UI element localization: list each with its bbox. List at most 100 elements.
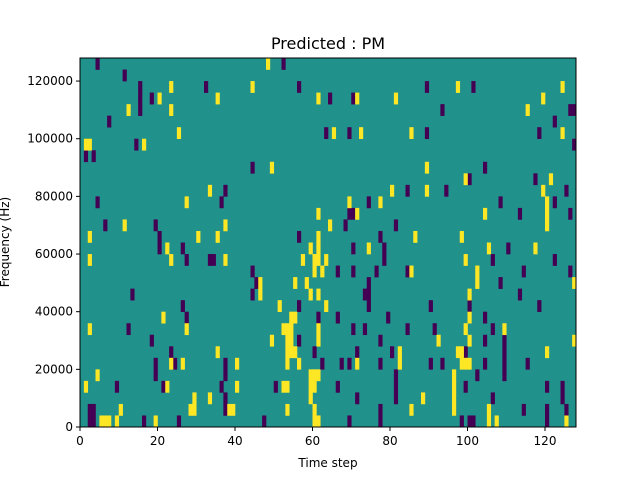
heatmap-cell-low: [219, 380, 224, 393]
heatmap-cell-high: [184, 196, 189, 209]
x-tick-label: 80: [382, 434, 397, 448]
heatmap-cell-high: [277, 300, 282, 312]
heatmap-cell-low: [153, 219, 158, 232]
heatmap-cell-high: [347, 196, 352, 209]
heatmap-cell-high: [83, 138, 89, 151]
heatmap-cell-low: [378, 415, 383, 428]
heatmap-cell-low: [382, 254, 387, 266]
heatmap-cell-low: [297, 230, 302, 243]
heatmap-cell-high: [308, 242, 313, 255]
heatmap-cell-low: [219, 196, 224, 209]
heatmap-cell-high: [188, 403, 193, 416]
heatmap-cell-high: [215, 346, 220, 359]
heatmap-cell-high: [467, 288, 472, 301]
heatmap-cell-low: [223, 369, 228, 382]
heatmap-cell-low: [568, 265, 573, 278]
heatmap-cell-high: [304, 277, 309, 289]
heatmap-cell-low: [312, 346, 317, 359]
heatmap-cell-high: [235, 380, 240, 393]
heatmap-cell-low: [475, 369, 480, 382]
heatmap-cell-high: [316, 288, 321, 301]
heatmap-cell-low: [347, 127, 352, 140]
heatmap-cell-low: [366, 277, 371, 289]
heatmap-cell-low: [281, 58, 286, 70]
heatmap-cell-high: [308, 369, 313, 382]
heatmap-cell-low: [297, 81, 302, 93]
heatmap-cell-high: [525, 104, 530, 116]
heatmap-cell-high: [180, 357, 185, 370]
heatmap-cell-high: [165, 242, 170, 255]
heatmap-cell-low: [502, 346, 507, 359]
heatmap-cell-low: [142, 415, 147, 428]
heatmap-cell-low: [157, 230, 162, 243]
heatmap-cell-high: [176, 127, 182, 140]
y-axis-ticks: 0 20000 40000 60000 80000 100000 120000: [27, 74, 80, 434]
heatmap-cell-high: [463, 254, 468, 266]
heatmap-cell-low: [386, 311, 391, 324]
x-tick-label: 20: [150, 434, 165, 448]
heatmap-cell-low: [211, 254, 216, 266]
heatmap-cell-high: [424, 184, 430, 197]
heatmap-cell-low: [552, 196, 557, 209]
heatmap-cell-high: [196, 230, 201, 243]
heatmap-cell-low: [204, 81, 209, 93]
heatmap-cell-high: [207, 392, 213, 405]
heatmap-cell-low: [537, 127, 542, 140]
chart-title: Predicted : PM: [271, 34, 385, 53]
heatmap-cell-low: [393, 380, 399, 393]
heatmap-cell-high: [324, 300, 329, 312]
heatmap-cell-low: [463, 380, 468, 393]
heatmap-cell-low: [378, 230, 383, 243]
y-tick-label: 100000: [27, 132, 73, 146]
heatmap-cell-high: [459, 357, 464, 370]
heatmap-cell-low: [351, 265, 356, 278]
heatmap-cell-high: [258, 277, 263, 289]
heatmap-cell-low: [335, 265, 340, 278]
heatmap-cell-high: [269, 334, 275, 347]
heatmap-cell-low: [114, 380, 120, 393]
heatmap-cell-low: [490, 392, 495, 405]
heatmap-cell-high: [421, 392, 426, 405]
heatmap-cell-low: [378, 357, 383, 370]
heatmap-cell-low: [297, 334, 302, 347]
heatmap-cell-low: [362, 323, 368, 336]
heatmap-cell-low: [564, 184, 569, 197]
heatmap-cell-low: [440, 357, 445, 370]
heatmap-cell-low: [138, 81, 143, 93]
heatmap-cell-low: [405, 265, 410, 278]
heatmap-cell-low: [91, 150, 96, 163]
heatmap-cell-high: [308, 288, 313, 301]
heatmap-cell-high: [413, 230, 418, 243]
heatmap-cell-high: [266, 58, 271, 70]
heatmap-cell-low: [564, 403, 569, 416]
heatmap-cell-low: [347, 415, 352, 428]
heatmap-cell-low: [328, 92, 333, 105]
heatmap-cell-low: [91, 403, 96, 416]
heatmap-cell-low: [153, 357, 158, 370]
heatmap-cell-low: [471, 81, 476, 93]
heatmap-cell-low: [103, 219, 108, 232]
heatmap-cell-low: [180, 300, 185, 312]
heatmap-cell-low: [467, 415, 472, 428]
heatmap-cell-high: [281, 380, 286, 393]
heatmap-cell-low: [560, 392, 565, 405]
heatmap-cell-low: [107, 115, 112, 128]
heatmap-cell-high: [452, 392, 457, 405]
heatmap-cell-high: [169, 357, 174, 370]
x-tick-label: 100: [456, 434, 479, 448]
heatmap-cell-low: [459, 415, 464, 428]
heatmap-cell-low: [428, 300, 433, 312]
heatmap-cell-low: [390, 346, 395, 359]
x-tick-label: 60: [305, 434, 320, 448]
y-tick-label: 40000: [35, 305, 73, 319]
heatmap-cell-low: [355, 346, 360, 359]
heatmap-cell-high: [87, 138, 92, 151]
heatmap-cell-high: [548, 173, 554, 186]
heatmap-cell-low: [537, 300, 542, 312]
heatmap-cell-high: [227, 403, 232, 416]
heatmap-cell-low: [366, 300, 371, 312]
heatmap-cell-low: [393, 369, 399, 382]
heatmap-cell-low: [568, 104, 573, 116]
heatmap-cell-low: [517, 207, 523, 220]
heatmap-cell-low: [483, 334, 488, 347]
